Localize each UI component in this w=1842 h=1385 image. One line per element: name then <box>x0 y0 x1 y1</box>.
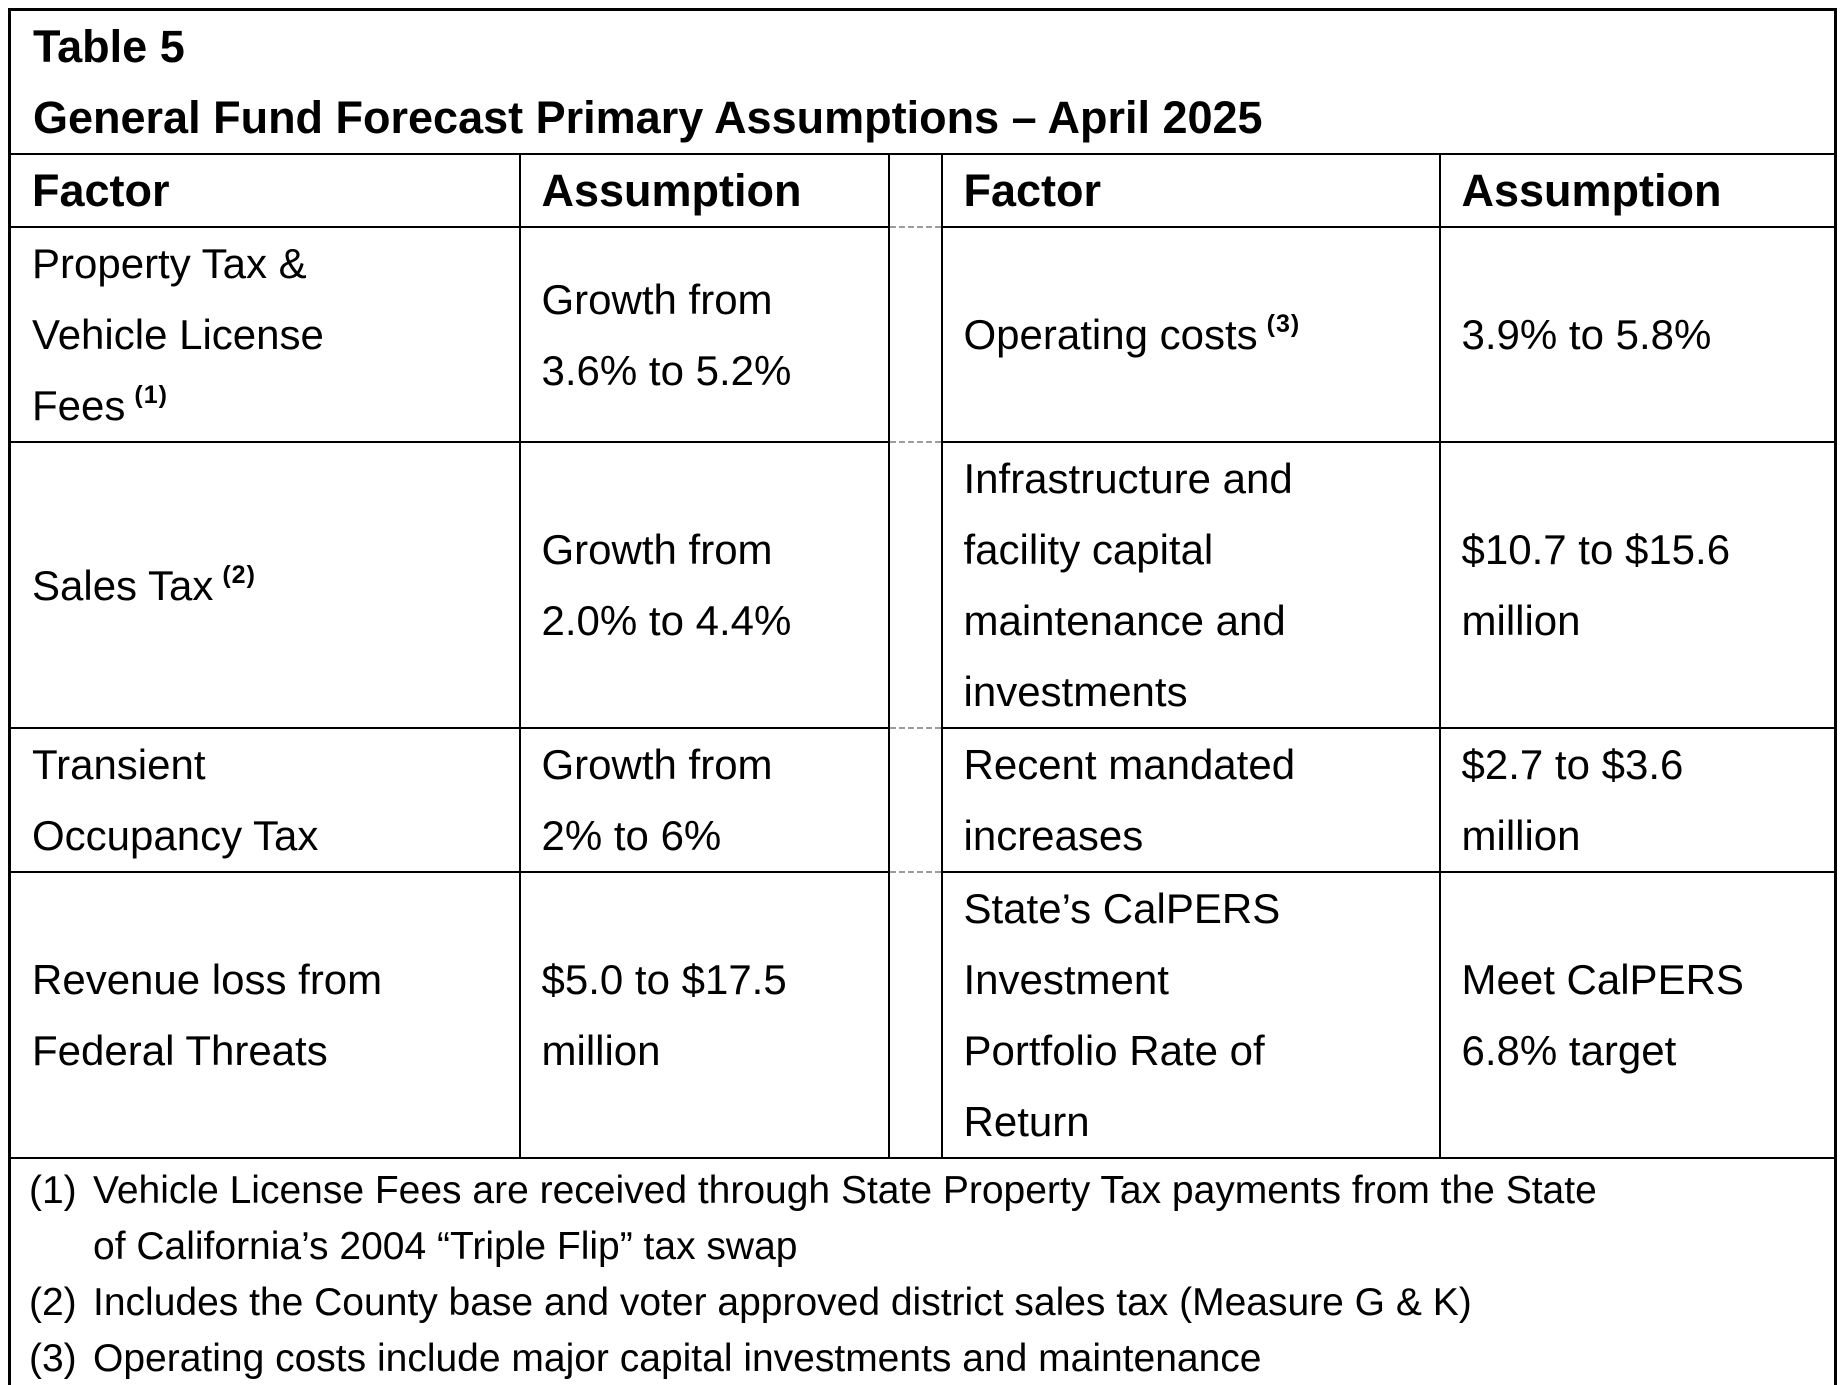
assumption-cell: Growth from 2.0% to 4.4% <box>518 441 890 729</box>
table-row: Sales Tax (2) Growth from 2.0% to 4.4% In… <box>8 441 1837 729</box>
footnote: (2) Includes the County base and voter a… <box>29 1275 1820 1331</box>
assumption-text: $10.7 to $15.6 million <box>1461 526 1731 644</box>
column-header-factor-left: Factor <box>8 153 521 228</box>
factor-text: Infrastructure and facility capital main… <box>963 455 1293 715</box>
column-header-factor-right: Factor <box>940 153 1441 228</box>
column-header-assumption-right: Assumption <box>1438 153 1837 228</box>
assumptions-table: Table 5 General Fund Forecast Primary As… <box>8 8 1838 1385</box>
footnote-text: Vehicle License Fees are received throug… <box>93 1169 1597 1268</box>
footnote-ref: (3) <box>1266 310 1301 338</box>
assumption-cell: $10.7 to $15.6 million <box>1438 441 1837 729</box>
assumption-text: $5.0 to $17.5 million <box>541 956 787 1074</box>
assumption-text: Growth from 3.6% to 5.2% <box>541 275 792 394</box>
factor-cell: Revenue loss from Federal Threats <box>8 871 521 1159</box>
footnote: (3) Operating costs include major capita… <box>29 1331 1820 1385</box>
factor-cell: Infrastructure and facility capital main… <box>940 441 1441 729</box>
table-row: Transient Occupancy Tax Growth from 2% t… <box>8 727 1837 873</box>
factor-text: Revenue loss from Federal Threats <box>32 956 383 1074</box>
factor-cell: Operating costs (3) <box>940 226 1441 443</box>
spacer-cell <box>887 871 943 1159</box>
factor-text: Operating costs <box>963 311 1258 358</box>
table-row: Property Tax & Vehicle License Fees (1) G… <box>8 226 1837 443</box>
factor-cell: Transient Occupancy Tax <box>8 727 521 873</box>
footnote-marker: (1) <box>29 1169 77 1212</box>
footnote-ref: (1) <box>134 381 168 409</box>
column-header-assumption-left: Assumption <box>518 153 890 228</box>
assumption-cell: Meet CalPERS 6.8% target <box>1438 871 1837 1159</box>
assumption-text: Growth from 2% to 6% <box>541 741 773 859</box>
table-row: Revenue loss from Federal Threats $5.0 t… <box>8 871 1837 1159</box>
factor-text: Property Tax & Vehicle License Fees <box>32 240 324 429</box>
assumption-cell: Growth from 3.6% to 5.2% <box>518 226 890 443</box>
assumption-text: $2.7 to $3.6 million <box>1461 741 1684 859</box>
footnote-text: Includes the County base and voter appro… <box>93 1281 1472 1324</box>
footnote-text: Operating costs include major capital in… <box>93 1337 1262 1380</box>
table-number: Table 5 <box>33 21 185 72</box>
table-caption: General Fund Forecast Primary Assumption… <box>33 92 1263 143</box>
assumption-cell: Growth from 2% to 6% <box>518 727 890 873</box>
factor-cell: State’s CalPERS Investment Portfolio Rat… <box>940 871 1441 1159</box>
factor-text: Recent mandated increases <box>963 741 1296 859</box>
table-title-row: Table 5 General Fund Forecast Primary As… <box>8 8 1837 155</box>
factor-text: Transient Occupancy Tax <box>32 741 319 859</box>
footnote-marker: (3) <box>29 1337 77 1380</box>
footnote-ref: (2) <box>222 560 256 589</box>
spacer-cell <box>887 441 943 729</box>
factor-cell: Property Tax & Vehicle License Fees (1) <box>8 226 521 443</box>
spacer-cell <box>887 727 943 873</box>
spacer-cell <box>887 153 943 228</box>
footnotes-row: (1) Vehicle License Fees are received th… <box>8 1157 1837 1385</box>
assumption-text: 3.9% to 5.8% <box>1461 311 1712 358</box>
table-title: Table 5 General Fund Forecast Primary As… <box>8 8 1837 155</box>
header-row: Factor Assumption Factor Assumption <box>8 153 1837 228</box>
factor-cell: Recent mandated increases <box>940 727 1441 873</box>
factor-text: Sales Tax <box>32 561 214 609</box>
assumption-cell: $5.0 to $17.5 million <box>518 871 890 1159</box>
assumption-cell: $2.7 to $3.6 million <box>1438 727 1837 873</box>
factor-text: State’s CalPERS Investment Portfolio Rat… <box>963 885 1281 1145</box>
footnote-marker: (2) <box>29 1281 77 1324</box>
footnotes-section: (1) Vehicle License Fees are received th… <box>8 1157 1837 1385</box>
assumption-text: Meet CalPERS 6.8% target <box>1461 956 1744 1074</box>
spacer-cell <box>887 226 943 443</box>
assumption-text: Growth from 2.0% to 4.4% <box>541 526 792 644</box>
assumption-cell: 3.9% to 5.8% <box>1438 226 1837 443</box>
footnote: (1) Vehicle License Fees are received th… <box>29 1163 1820 1275</box>
factor-cell: Sales Tax (2) <box>8 441 521 729</box>
